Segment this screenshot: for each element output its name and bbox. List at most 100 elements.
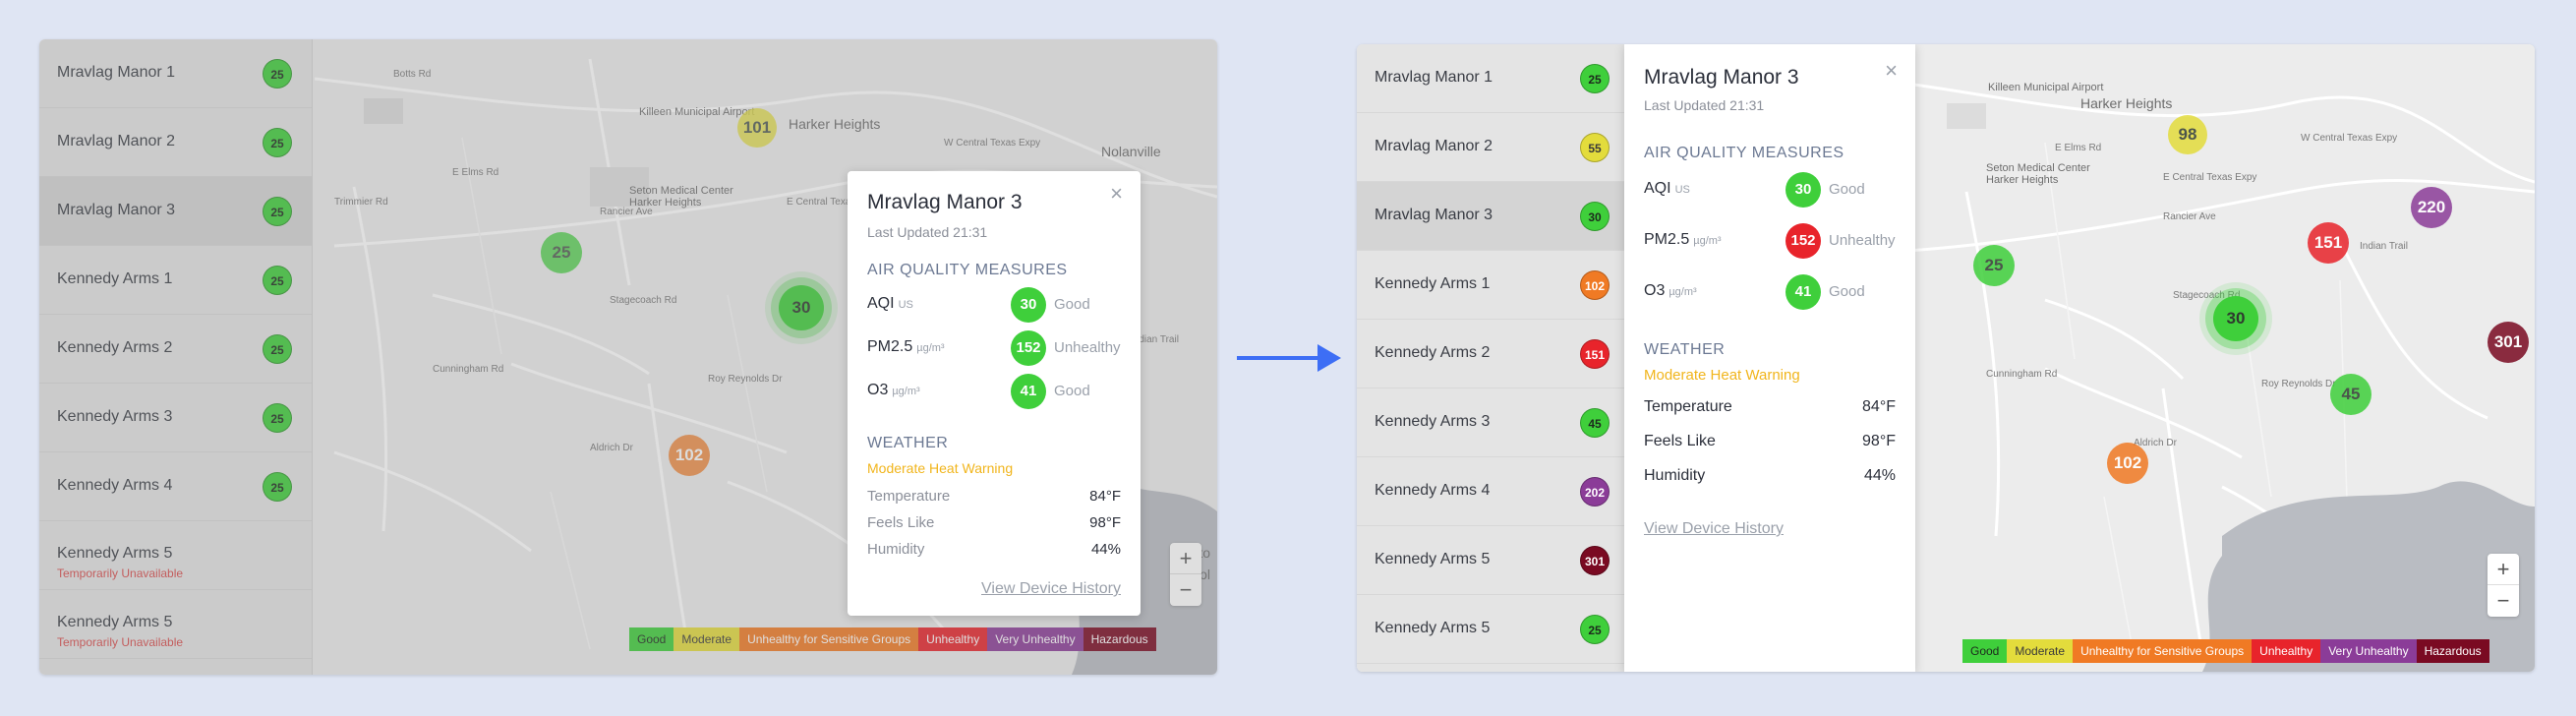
- zoom-in-button[interactable]: +: [2488, 554, 2519, 585]
- sidebar-item[interactable]: Kennedy Arms 2 151: [1357, 320, 1629, 388]
- location-popup: Mravlag Manor 3 × Last Updated 21:31 AIR…: [848, 171, 1141, 616]
- road-label: Roy Reynolds Dr: [708, 374, 783, 385]
- road-label: Aldrich Dr: [590, 443, 633, 453]
- measure-unit: µg/m³: [892, 386, 920, 397]
- measure-value-badge: 30: [1786, 172, 1821, 208]
- sidebar-item[interactable]: Kennedy Arms 5 Temporarily Unavailable: [39, 590, 312, 659]
- map-marker[interactable]: 301: [2488, 322, 2529, 363]
- aqi-badge: 25: [263, 403, 292, 433]
- location-detail-panel: Mravlag Manor 3 × Last Updated 21:31 AIR…: [1624, 44, 1915, 672]
- sidebar-item[interactable]: Kennedy Arms 3 45: [1357, 388, 1629, 457]
- map-label-hospital: Seton Medical Center Harker Heights: [1986, 162, 2090, 186]
- weather-label: Temperature: [1644, 398, 1732, 415]
- road-label: W Central Texas Expy: [2301, 133, 2398, 144]
- map-label-airport: Killeen Municipal Airport: [639, 106, 755, 118]
- legend-item: Unhealthy for Sensitive Groups: [739, 627, 919, 651]
- measure-status: Good: [1054, 383, 1090, 399]
- zoom-control: + −: [2488, 554, 2519, 617]
- road-label: Trimmier Rd: [334, 197, 388, 208]
- sidebar-item[interactable]: Mravlag Manor 1 25: [1357, 44, 1629, 113]
- sidebar-item[interactable]: Mravlag Manor 1 25: [39, 39, 312, 108]
- map-marker[interactable]: 151: [2308, 222, 2349, 264]
- legend-item: Moderate: [673, 627, 740, 651]
- aqi-badge: 151: [1580, 339, 1610, 369]
- sidebar-item-label: Mravlag Manor 1: [1375, 69, 1493, 86]
- view-device-history-link[interactable]: View Device History: [981, 580, 1121, 597]
- sidebar-item[interactable]: Kennedy Arms 4 25: [39, 452, 312, 521]
- weather-value: 98°F: [1089, 514, 1121, 531]
- sidebar-item-label: Kennedy Arms 2: [57, 339, 173, 356]
- legend-item: Hazardous: [1083, 627, 1156, 651]
- map-marker[interactable]: 102: [669, 435, 710, 476]
- measure-value-badge: 152: [1011, 330, 1046, 366]
- sidebar-item[interactable]: Kennedy Arms 2 25: [39, 315, 312, 384]
- zoom-in-button[interactable]: +: [1170, 543, 1201, 574]
- measure-status: Good: [1829, 283, 1865, 300]
- sidebar-item[interactable]: Kennedy Arms 1 102: [1357, 251, 1629, 320]
- sidebar-item-label: Mravlag Manor 3: [1375, 207, 1493, 223]
- aqi-badge: 202: [1580, 477, 1610, 507]
- view-device-history-link[interactable]: View Device History: [1644, 520, 1784, 537]
- aqi-badge: 25: [263, 59, 292, 89]
- legend-item: Hazardous: [2416, 639, 2489, 663]
- sidebar-item[interactable]: Kennedy Arms 3 25: [39, 384, 312, 452]
- weather-label: Feels Like: [867, 514, 935, 531]
- close-icon[interactable]: ×: [1885, 58, 1898, 83]
- map-marker[interactable]: 45: [2330, 374, 2371, 415]
- close-icon[interactable]: ×: [1110, 181, 1123, 206]
- sidebar-item-label: Kennedy Arms 2: [1375, 344, 1491, 361]
- legend-item: Very Unhealthy: [2320, 639, 2417, 663]
- measure-status: Good: [1054, 296, 1090, 313]
- aqi-badge: 25: [263, 266, 292, 295]
- map-marker-selected[interactable]: 30: [779, 285, 824, 330]
- measure-label: O3 µg/m³: [867, 382, 920, 398]
- sidebar-item-label: Kennedy Arms 5: [57, 614, 173, 630]
- sidebar-item-label: Kennedy Arms 4: [1375, 482, 1491, 499]
- sidebar-item[interactable]: Mravlag Manor 2 25: [39, 108, 312, 177]
- sidebar-item-label: Mravlag Manor 2: [57, 133, 176, 149]
- map-marker[interactable]: 220: [2411, 187, 2452, 228]
- weather-label: Humidity: [867, 541, 925, 558]
- weather-value: 44%: [1863, 467, 1896, 484]
- map-marker[interactable]: 102: [2107, 443, 2148, 484]
- map-marker[interactable]: 25: [541, 232, 582, 273]
- sidebar-item[interactable]: Mravlag Manor 3 30: [1357, 182, 1629, 251]
- heat-warning: Moderate Heat Warning: [1644, 367, 1800, 384]
- aqi-badge: 25: [1580, 64, 1610, 93]
- sidebar-item[interactable]: Kennedy Arms 5 301: [1357, 526, 1629, 595]
- zoom-out-button[interactable]: −: [1179, 577, 1193, 602]
- sidebar-item-label: Kennedy Arms 5: [1375, 551, 1491, 567]
- legend-item: Unhealthy: [2252, 639, 2321, 663]
- sidebar-item[interactable]: Mravlag Manor 3 25: [39, 177, 312, 246]
- road-label: E Central Texas Expy: [2163, 172, 2257, 183]
- sidebar-item[interactable]: Kennedy Arms 4 202: [1357, 457, 1629, 526]
- weather-label: Temperature: [867, 488, 951, 505]
- map-marker-selected[interactable]: 30: [2213, 296, 2258, 341]
- road-label: Cunningham Rd: [433, 364, 504, 375]
- sidebar-item-label: Mravlag Manor 2: [1375, 138, 1493, 154]
- measure-value-badge: 41: [1786, 274, 1821, 310]
- sidebar-item[interactable]: Kennedy Arms 1 25: [39, 246, 312, 315]
- aqi-badge: 25: [1580, 615, 1610, 644]
- sidebar-item[interactable]: Kennedy Arms 5 Temporarily Unavailable: [39, 521, 312, 590]
- popup-title: Mravlag Manor 3: [867, 191, 1023, 213]
- measure-label: PM2.5 µg/m³: [1644, 231, 1722, 248]
- map-marker[interactable]: 25: [1973, 245, 2015, 286]
- measure-status: Unhealthy: [1054, 339, 1121, 356]
- legend-item: Unhealthy: [918, 627, 988, 651]
- aqi-badge: 102: [1580, 270, 1610, 300]
- aqi-badge: 25: [263, 128, 292, 157]
- sidebar-item[interactable]: Kennedy Arms 5 25: [1357, 595, 1629, 664]
- map-marker[interactable]: 101: [737, 108, 777, 148]
- transition-arrow-icon: [1237, 344, 1341, 372]
- weather-value: 84°F: [1862, 398, 1896, 415]
- zoom-out-button[interactable]: −: [2496, 588, 2510, 613]
- map-marker[interactable]: 98: [2168, 115, 2207, 154]
- measure-unit: US: [1674, 184, 1690, 196]
- measure-label: AQI US: [1644, 180, 1690, 197]
- map-label-hospital: Seton Medical Center Harker Heights: [629, 185, 733, 209]
- location-sidebar: Mravlag Manor 1 25 Mravlag Manor 2 55 Mravla…: [1357, 44, 1630, 672]
- sidebar-item-label: Kennedy Arms 5: [1375, 620, 1491, 636]
- sidebar-item[interactable]: Mravlag Manor 2 55: [1357, 113, 1629, 182]
- road-label: Indian Trail: [1131, 334, 1179, 345]
